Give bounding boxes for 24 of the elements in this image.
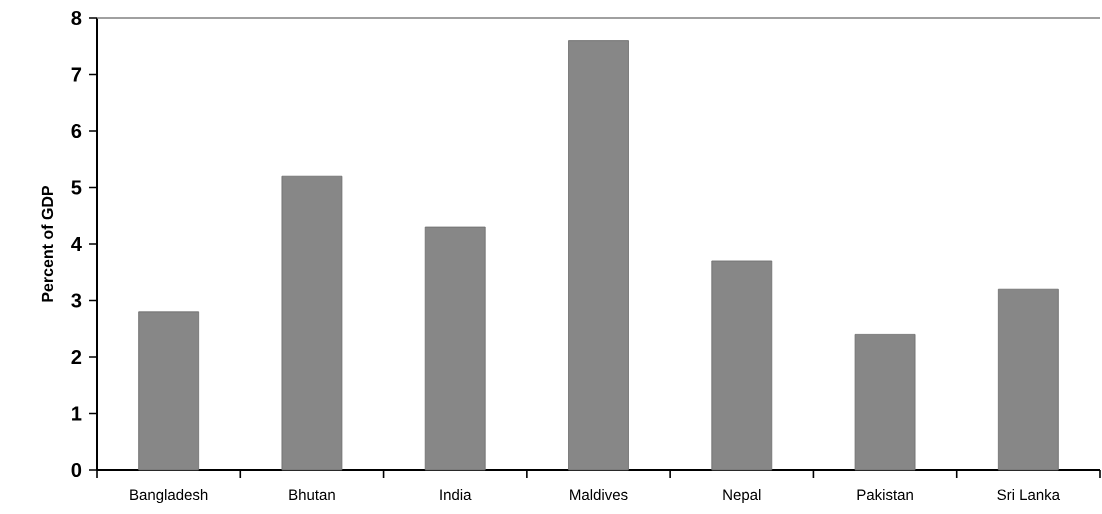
bar <box>711 260 773 471</box>
bar <box>997 288 1059 471</box>
x-tick-label: Pakistan <box>857 489 913 501</box>
bar <box>281 175 343 471</box>
y-tick-label: 6 <box>71 123 82 139</box>
bar <box>568 40 629 471</box>
y-tick-label: 8 <box>71 10 82 26</box>
x-tick-label: Maldives <box>570 489 628 501</box>
x-tick-label: Bangladesh <box>130 489 208 504</box>
bar <box>854 334 916 471</box>
x-tick-label: Bhutan <box>289 489 335 501</box>
bar <box>424 226 486 471</box>
y-tick-label: 0 <box>71 462 82 478</box>
y-tick-label: 5 <box>71 180 82 195</box>
x-tick-label: Nepal <box>723 489 761 504</box>
y-tick-label: 1 <box>72 406 82 421</box>
y-axis-title: Percent of GDP <box>41 185 54 302</box>
x-tick-label: Sri Lanka <box>997 489 1061 501</box>
y-tick-label: 4 <box>71 237 82 251</box>
y-tick-label: 3 <box>71 293 82 308</box>
x-tick-label: India <box>440 489 472 501</box>
bar <box>138 311 200 471</box>
y-tick-label: 2 <box>71 350 82 364</box>
y-tick-label: 7 <box>71 67 82 82</box>
